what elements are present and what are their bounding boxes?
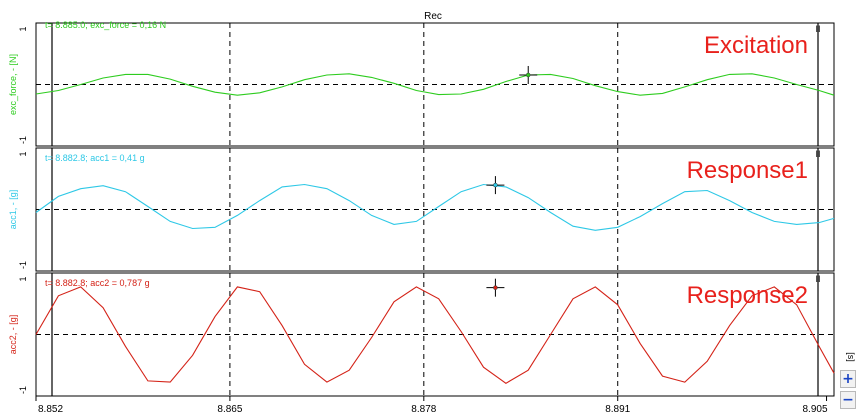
response1-series-line — [35, 183, 835, 231]
excitation-readout: t= 8.885.0; exc_force = 0,16 N — [45, 20, 166, 30]
excitation-cursor-label-1: I — [51, 24, 54, 34]
response1-cursor-point — [493, 182, 498, 188]
response2-annotation: Response2 — [687, 282, 808, 309]
response1-cursor-label-1: I — [51, 149, 54, 159]
excitation-ylabel: exc_force, - [N] — [8, 54, 18, 115]
x-unit-label: [s] — [846, 352, 856, 362]
response2-ytick-top: 1 — [18, 276, 28, 281]
chart-title: Rec — [424, 11, 442, 22]
response2-ytick-bottom: -1 — [18, 386, 28, 394]
response1-cursor-label-2: II — [815, 149, 820, 159]
xtick-label-1: 8.865 — [217, 404, 242, 415]
excitation-series-line — [35, 73, 835, 96]
response1-ytick-top: 1 — [18, 151, 28, 156]
response2-series-line — [35, 286, 835, 384]
response1-ytick-bottom: -1 — [18, 261, 28, 269]
response2-cursor-label-2: II — [815, 274, 820, 284]
response2-readout: t= 8.882.8; acc2 = 0,787 g — [45, 278, 150, 288]
xtick-label-3: 8.891 — [605, 404, 630, 415]
xtick-label-4: 8.905 — [803, 404, 828, 415]
excitation-cursor-point — [525, 72, 531, 78]
response2-cursor-point — [493, 285, 498, 290]
excitation-cursor-label-2: II — [815, 24, 820, 34]
response1-annotation: Response1 — [687, 157, 808, 184]
response2-cursor-label-1: I — [51, 274, 54, 284]
xtick-label-0: 8.852 — [38, 404, 63, 415]
excitation-ytick-bottom: -1 — [18, 136, 28, 144]
excitation-annotation: Excitation — [704, 32, 808, 59]
response1-ylabel: acc1, - [g] — [8, 190, 18, 230]
zoom-in-button[interactable]: + — [840, 370, 856, 388]
excitation-ytick-top: 1 — [18, 26, 28, 31]
response2-ylabel: acc2, - [g] — [8, 315, 18, 355]
zoom-out-button[interactable]: − — [840, 391, 856, 409]
xtick-label-2: 8.878 — [411, 404, 436, 415]
response1-readout: t= 8.882.8; acc1 = 0,41 g — [45, 153, 145, 163]
